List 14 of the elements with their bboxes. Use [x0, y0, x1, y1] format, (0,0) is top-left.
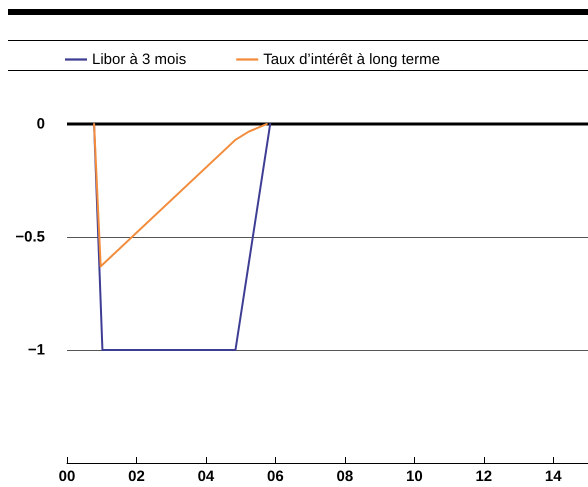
x-tick-label: 02 — [128, 468, 145, 485]
x-tick-label: 14 — [544, 468, 562, 485]
y-tick-label: −0.5 — [15, 228, 45, 246]
line-series — [93, 123, 268, 268]
x-tick-label: 06 — [267, 468, 284, 485]
legend-label: Taux d’intérêt à long terme — [263, 51, 440, 68]
y-tick-label: −1 — [28, 342, 45, 358]
x-tick-label: 12 — [475, 468, 492, 485]
x-tick-label: 00 — [58, 468, 76, 485]
x-tick-label: 04 — [198, 468, 215, 485]
legend-label: Libor à 3 mois — [92, 51, 186, 68]
y-tick-label: 0 — [36, 116, 45, 132]
x-tick-label: 08 — [336, 468, 354, 485]
x-tick-label: 10 — [406, 468, 423, 485]
